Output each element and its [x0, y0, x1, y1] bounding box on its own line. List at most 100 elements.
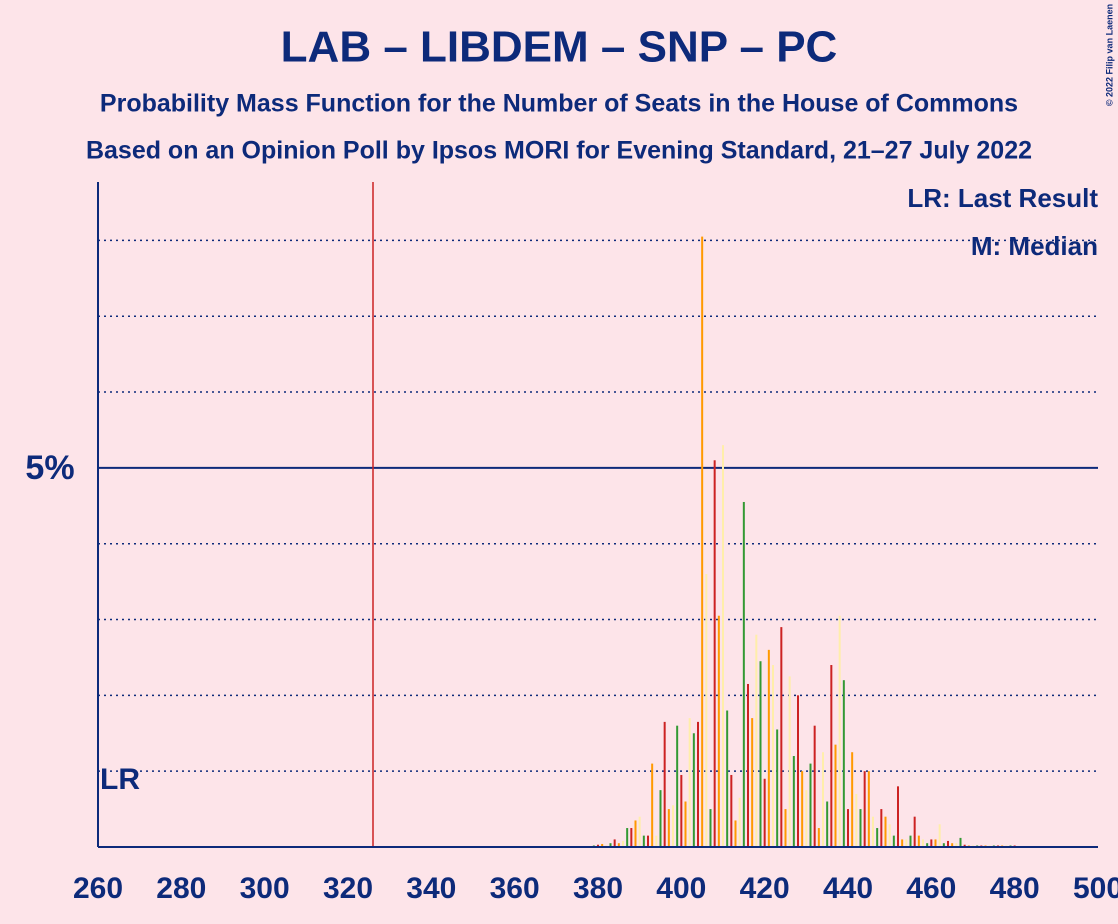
- x-tick-label: 420: [740, 872, 790, 905]
- x-tick-label: 280: [156, 872, 206, 905]
- bar: [697, 721, 699, 847]
- bar: [884, 816, 887, 847]
- bar: [963, 844, 966, 847]
- bar: [626, 828, 629, 847]
- x-tick-label: 340: [406, 872, 456, 905]
- bar: [797, 695, 799, 847]
- chart-subtitle: Probability Mass Function for the Number…: [100, 90, 1018, 118]
- bar: [776, 729, 779, 847]
- bar: [767, 649, 770, 847]
- bar: [705, 574, 708, 847]
- bar: [938, 824, 941, 847]
- x-tick-label: 300: [240, 872, 290, 905]
- bar: [897, 786, 899, 847]
- bar: [717, 615, 720, 847]
- bar: [609, 843, 612, 847]
- bar: [634, 820, 637, 847]
- bar: [613, 839, 616, 847]
- bar: [792, 756, 795, 847]
- last-result-label: LR: [100, 763, 140, 796]
- bar: [751, 718, 754, 847]
- bar: [872, 816, 874, 847]
- bar: [817, 828, 820, 847]
- bar: [867, 771, 870, 847]
- bar: [917, 835, 920, 847]
- bar: [901, 839, 904, 847]
- bar: [651, 763, 654, 847]
- bar: [788, 676, 791, 847]
- bar: [830, 665, 833, 847]
- x-tick-label: 440: [823, 872, 873, 905]
- bar: [784, 809, 787, 847]
- bar: [942, 843, 945, 847]
- bar: [855, 793, 858, 847]
- bar: [955, 843, 958, 847]
- bar: [892, 835, 895, 847]
- x-tick-label: 480: [990, 872, 1040, 905]
- bar: [813, 725, 816, 847]
- bar: [617, 843, 620, 847]
- bar: [755, 634, 758, 847]
- bar: [763, 778, 766, 847]
- bar: [688, 718, 691, 847]
- bar: [880, 809, 883, 847]
- x-tick-label: 320: [323, 872, 373, 905]
- bar: [597, 844, 599, 847]
- bar: [601, 843, 604, 847]
- bar: [638, 816, 641, 847]
- bar: [663, 721, 666, 847]
- bar: [926, 843, 929, 847]
- bar: [730, 774, 733, 847]
- y-tick-label: 5%: [25, 449, 74, 487]
- bar: [709, 809, 712, 847]
- bar: [738, 797, 741, 847]
- bar: [680, 774, 683, 847]
- bar: [826, 801, 829, 847]
- bar: [905, 839, 908, 847]
- bar: [947, 840, 949, 847]
- bar: [847, 809, 849, 847]
- bar: [747, 683, 749, 847]
- x-tick-label: 400: [656, 872, 706, 905]
- bar: [805, 790, 808, 847]
- chart-title: LAB – LIBDEM – SNP – PC: [281, 23, 838, 72]
- bar: [851, 752, 854, 847]
- bar: [909, 835, 912, 847]
- bar: [667, 809, 670, 847]
- bar: [834, 744, 837, 847]
- bar: [722, 445, 724, 847]
- bar: [859, 809, 862, 847]
- x-tick-label: 500: [1073, 872, 1118, 905]
- copyright: © 2022 Filip van Laenen: [1104, 4, 1114, 106]
- bar: [822, 752, 824, 847]
- bar: [922, 839, 924, 847]
- bar: [647, 835, 649, 847]
- bar: [734, 820, 737, 847]
- bar: [742, 501, 745, 847]
- bar: [676, 725, 679, 847]
- bar: [713, 460, 716, 847]
- bar: [801, 771, 804, 847]
- bar: [934, 839, 937, 847]
- bar: [622, 840, 624, 847]
- legend-entry: LR: Last Result: [907, 183, 1098, 213]
- bar: [630, 828, 633, 847]
- x-tick-label: 360: [490, 872, 540, 905]
- bar: [726, 710, 729, 847]
- bar: [759, 661, 762, 847]
- bar: [913, 816, 916, 847]
- bar: [876, 828, 879, 847]
- bar: [701, 236, 704, 847]
- bar: [951, 843, 954, 847]
- bar: [930, 839, 933, 847]
- bar: [659, 790, 662, 847]
- bar: [672, 805, 674, 847]
- chart-subtitle: Based on an Opinion Poll by Ipsos MORI f…: [86, 137, 1032, 165]
- bar: [959, 837, 962, 847]
- bar: [655, 835, 658, 847]
- legend-entry: M: Median: [971, 231, 1098, 261]
- bar: [692, 733, 695, 847]
- bar: [809, 763, 812, 847]
